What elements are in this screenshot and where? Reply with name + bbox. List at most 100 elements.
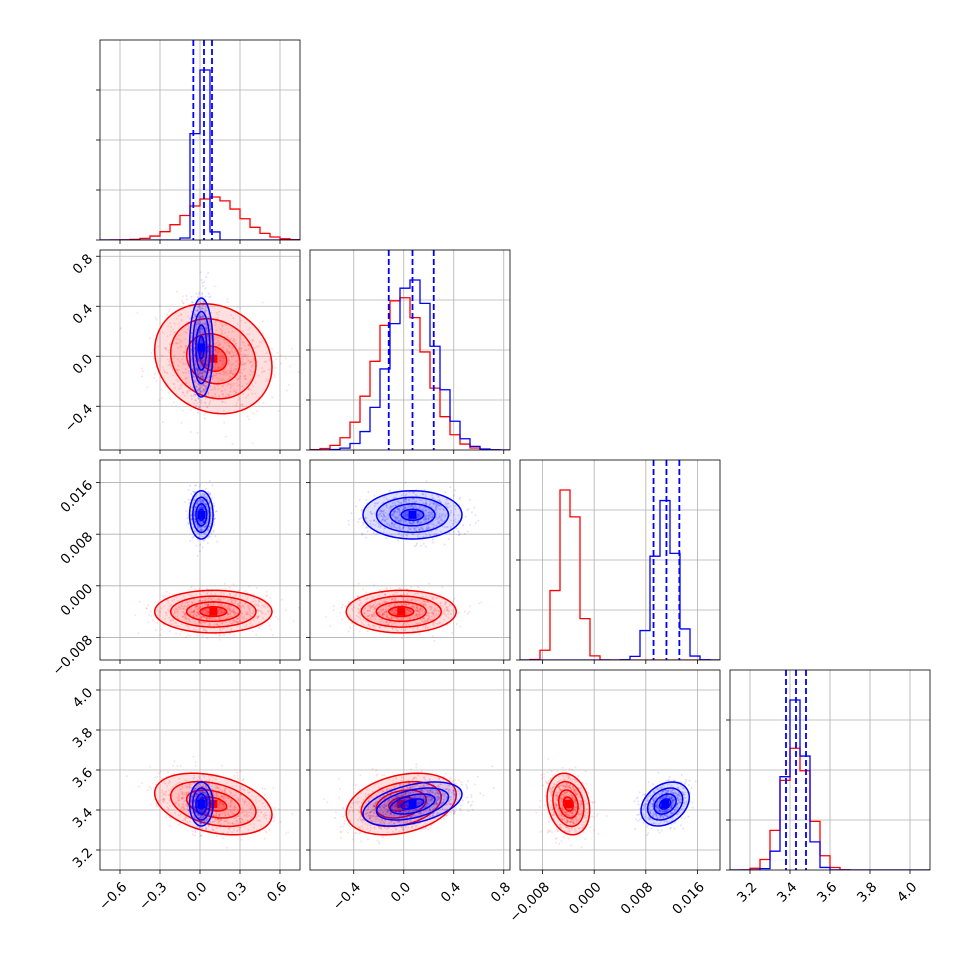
sample-point: [268, 359, 271, 362]
sample-point: [180, 387, 183, 390]
sample-point: [228, 351, 231, 354]
sample-point: [171, 619, 174, 622]
sample-point: [176, 342, 179, 345]
sample-point: [228, 613, 231, 616]
sample-point: [222, 360, 225, 363]
sample-point: [228, 346, 231, 349]
sample-point: [182, 362, 185, 365]
sample-point: [431, 515, 434, 518]
sample-point: [202, 388, 205, 391]
sample-point: [200, 521, 203, 524]
sample-point: [249, 625, 252, 628]
sample-point: [212, 603, 215, 606]
sample-point: [379, 613, 382, 616]
sample-point: [406, 617, 409, 620]
sample-point: [217, 344, 220, 347]
sample-point: [198, 533, 201, 536]
sample-point: [200, 622, 203, 625]
sample-point: [407, 603, 410, 606]
sample-point: [197, 374, 200, 377]
sample-point: [404, 628, 407, 631]
sample-point: [184, 602, 187, 605]
sample-point: [446, 606, 449, 609]
sample-point: [223, 338, 226, 341]
sample-point: [160, 628, 163, 631]
sample-point: [366, 609, 369, 612]
sample-point: [233, 613, 236, 616]
sample-point: [173, 331, 176, 334]
sample-point: [221, 325, 224, 328]
sample-point: [424, 603, 427, 606]
sample-point: [390, 598, 393, 601]
sample-point: [439, 507, 442, 510]
sample-point: [390, 616, 393, 619]
sample-point: [195, 385, 198, 388]
sample-point: [203, 323, 206, 326]
sample-point: [384, 610, 387, 613]
sample-point: [207, 347, 210, 350]
sample-point: [200, 506, 203, 509]
sample-point: [445, 606, 448, 609]
sample-point: [371, 605, 374, 608]
sample-point: [236, 378, 239, 381]
sample-point: [444, 606, 447, 609]
sample-point: [199, 351, 202, 354]
sample-point: [409, 610, 412, 613]
sample-point: [199, 316, 202, 319]
sample-point: [184, 612, 187, 615]
sample-point: [207, 354, 210, 357]
sample-point: [204, 411, 207, 414]
sample-point: [232, 338, 235, 341]
sample-point: [188, 593, 191, 596]
sample-point: [444, 604, 447, 607]
sample-point: [168, 363, 171, 366]
sample-point: [368, 625, 371, 628]
sample-point: [416, 616, 419, 619]
sample-point: [433, 616, 436, 619]
sample-point: [198, 320, 201, 323]
sample-point: [267, 610, 270, 613]
sample-point: [204, 374, 207, 377]
sample-point: [196, 368, 199, 371]
sample-point: [252, 371, 255, 374]
sample-point: [201, 333, 204, 336]
sample-point: [431, 603, 434, 606]
sample-point: [239, 353, 242, 356]
sample-point: [230, 355, 233, 358]
sample-point: [202, 507, 205, 510]
sample-point: [421, 617, 424, 620]
sample-point: [261, 320, 264, 323]
sample-point: [243, 321, 246, 324]
sample-point: [250, 360, 253, 363]
sample-point: [230, 610, 233, 613]
sample-point: [206, 510, 209, 513]
sample-point: [264, 380, 267, 383]
sample-point: [153, 377, 156, 380]
sample-point: [202, 360, 205, 363]
sample-point: [170, 326, 173, 329]
sample-point: [201, 377, 204, 380]
sample-point: [401, 598, 404, 601]
sample-point: [184, 338, 187, 341]
sample-point: [363, 612, 366, 615]
sample-point: [212, 597, 215, 600]
sample-point: [210, 334, 213, 337]
sample-point: [207, 517, 210, 520]
sample-point: [357, 595, 360, 598]
sample-point: [197, 317, 200, 320]
sample-point: [202, 284, 205, 287]
sample-point: [184, 608, 187, 611]
sample-point: [198, 608, 201, 611]
sample-point: [453, 513, 456, 516]
sample-point: [197, 509, 200, 512]
sample-point: [340, 606, 343, 609]
sample-point: [186, 517, 189, 520]
sample-point: [198, 330, 201, 333]
panel-1-2: [310, 460, 510, 660]
sample-point: [234, 600, 237, 603]
sample-point: [229, 600, 232, 603]
sample-point: [190, 394, 193, 397]
sample-point: [138, 600, 141, 603]
sample-point: [229, 372, 232, 375]
sample-point: [358, 604, 361, 607]
